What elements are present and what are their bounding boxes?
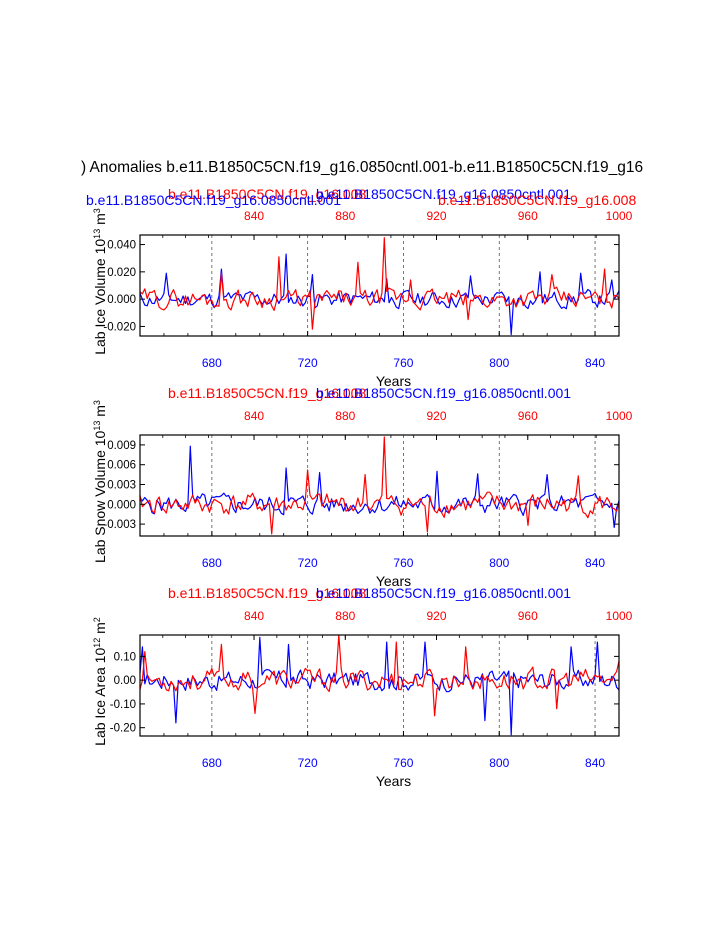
panel-1: 680 720 760 800 840 840 880 920 960 1000 -0.020 0.0… xyxy=(92,208,633,389)
panel1-top-tick-label-3: 960 xyxy=(518,209,538,223)
panel3-ylabel: Lab Ice Area 1012 m2 xyxy=(92,617,108,746)
panel2-xlabel: Years xyxy=(376,573,411,589)
panel1-top-tick-label-2: 920 xyxy=(427,209,447,223)
panel1-ytick-label-1: 0.000 xyxy=(107,294,136,306)
panel1-xtick-label-2: 760 xyxy=(393,356,413,370)
panel1-xtick-label-1: 720 xyxy=(298,356,318,370)
panel3-xtick-label-4: 840 xyxy=(585,756,605,770)
panel3-top-tick-label-4: 1000 xyxy=(606,609,633,623)
panel3-top-tick-label-1: 880 xyxy=(335,609,355,623)
panel2-ytick-label-4: 0.009 xyxy=(107,440,136,452)
panel1-ylabel: Lab Ice Volume 1013 m3 xyxy=(92,208,108,355)
panel2-top-tick-label-0: 840 xyxy=(244,409,264,423)
panel-2: 680 720 760 800 840 840 880 920 960 1000 -0.003 0.0… xyxy=(92,400,633,589)
panel2-ytick-label-0: -0.003 xyxy=(103,519,136,531)
panel3-series-red xyxy=(139,634,620,717)
figure-title: ) Anomalies b.e11.B1850C5CN.f19_g16.0850… xyxy=(81,159,643,176)
panel1-ytick-label-2: 0.020 xyxy=(107,267,136,279)
panel1-ytick-label-3: 0.040 xyxy=(107,240,136,252)
panel-3: 680 720 760 800 840 840 880 920 960 1000 -0.20 -0.1… xyxy=(92,609,633,789)
panel3-xtick-label-2: 760 xyxy=(393,756,413,770)
panel2-top-tick-label-4: 1000 xyxy=(606,409,633,423)
panel1-top-tick-label-0: 840 xyxy=(244,209,264,223)
panel2-top-tick-label-2: 920 xyxy=(427,409,447,423)
panel2-xtick-label-0: 680 xyxy=(202,556,222,570)
panel3-xtick-label-0: 680 xyxy=(202,756,222,770)
panel1-xlabel: Years xyxy=(376,373,411,389)
panel2-ytick-label-2: 0.003 xyxy=(107,480,136,492)
panel1-top-tick-label-4: 1000 xyxy=(606,209,633,223)
panel2-top-tick-label-1: 880 xyxy=(335,409,355,423)
panel1-xtick-label-3: 800 xyxy=(489,356,509,370)
panel3-ytick-label-0: -0.20 xyxy=(110,723,136,735)
panel1-xtick-label-0: 680 xyxy=(202,356,222,370)
panel3-top-tick-label-3: 960 xyxy=(518,609,538,623)
panel3-blue-run-label: b.e11.B1850C5CN.f19_g16.0850cntl.001 xyxy=(316,585,571,601)
panel1-red-run-label-a: b.e11.B1850C5CN.f19_g16.008 xyxy=(168,186,366,202)
panel2-xtick-label-2: 760 xyxy=(393,556,413,570)
panel1-xtick-label-4: 840 xyxy=(585,356,605,370)
panel3-xtick-label-3: 800 xyxy=(489,756,509,770)
panel2-xtick-label-4: 840 xyxy=(585,556,605,570)
panel3-red-run-label: b.e11.B1850C5CN.f19_g16.008 xyxy=(168,585,366,601)
panel2-blue-run-label: b.e11.B1850C5CN.f19_g16.0850cntl.001 xyxy=(316,385,571,401)
panel1-ytick-label-0: -0.020 xyxy=(103,321,136,333)
panel3-xlabel: Years xyxy=(376,773,411,789)
panel1-red-run-label-b: b.e11.B1850C5CN.f19_g16.008 xyxy=(438,192,636,208)
panel3-xtick-label-1: 720 xyxy=(298,756,318,770)
panel3-ytick-label-2: 0.00 xyxy=(114,675,136,687)
panel3-top-tick-label-2: 920 xyxy=(427,609,447,623)
panel2-xtick-label-1: 720 xyxy=(298,556,318,570)
panel2-red-run-label: b.e11.B1850C5CN.f19_g16.008 xyxy=(168,385,366,401)
panel2-top-tick-label-3: 960 xyxy=(518,409,538,423)
panel2-ytick-label-3: 0.006 xyxy=(107,460,136,472)
panel1-blue-run-label-a: b.e11.B1850C5CN.f19_g16.0850cntl.001 xyxy=(316,186,571,202)
panel2-series-red xyxy=(139,436,620,535)
panel2-xtick-label-3: 800 xyxy=(489,556,509,570)
panel3-ytick-label-1: -0.10 xyxy=(110,699,136,711)
panel2-ytick-label-1: 0.000 xyxy=(107,499,136,511)
panel3-ytick-label-3: 0.10 xyxy=(114,651,136,663)
panel1-series-red xyxy=(139,237,620,330)
panel2-ylabel: Lab Snow Volume 1013 m3 xyxy=(92,400,108,563)
panel1-top-tick-label-1: 880 xyxy=(335,209,355,223)
panel1-blue-run-label-b: b.e11.B1850C5CN.f19_g16.0850cntl.001 xyxy=(86,192,341,208)
panel3-top-tick-label-0: 840 xyxy=(244,609,264,623)
